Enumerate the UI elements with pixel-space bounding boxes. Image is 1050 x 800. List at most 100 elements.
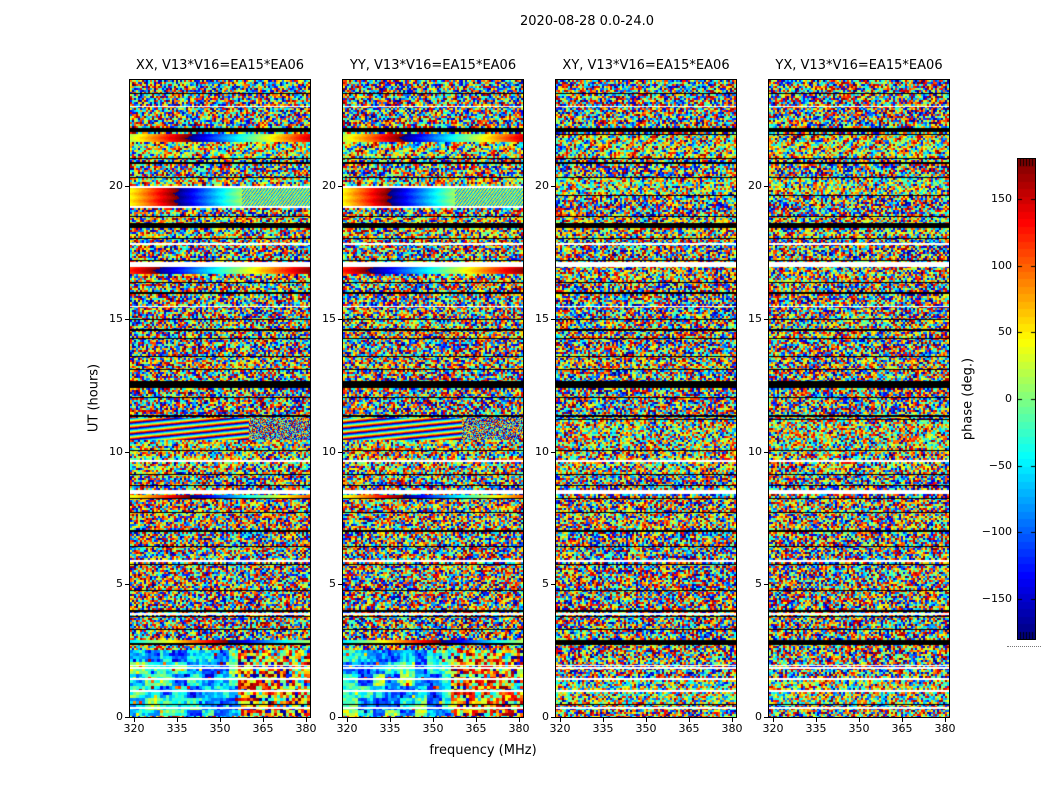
- colorbar-tick-label: 0: [1005, 392, 1012, 405]
- x-tick-mark: [902, 718, 903, 722]
- y-tick-mark: [764, 452, 768, 453]
- x-tick-label: 350: [422, 722, 444, 735]
- figure-suptitle: 2020-08-28 0.0-24.0: [520, 14, 654, 29]
- x-tick-mark: [433, 718, 434, 722]
- x-tick-mark: [306, 718, 307, 722]
- x-tick-label: 335: [592, 722, 614, 735]
- y-tick-label: 20: [535, 179, 549, 192]
- panel-title-xx: XX, V13*V16=EA15*EA06: [135, 58, 305, 73]
- x-tick-label: 320: [123, 722, 145, 735]
- y-tick-mark: [764, 186, 768, 187]
- y-tick-mark: [551, 584, 555, 585]
- y-tick-mark: [338, 186, 342, 187]
- y-tick-mark: [125, 717, 129, 718]
- y-tick-mark: [125, 584, 129, 585]
- colorbar-tick-label: −50: [988, 459, 1012, 472]
- x-tick-label: 320: [336, 722, 358, 735]
- y-tick-label: 15: [322, 312, 336, 325]
- y-tick-label: 15: [109, 312, 123, 325]
- y-tick-mark: [338, 452, 342, 453]
- y-tick-mark: [338, 717, 342, 718]
- y-tick-label: 15: [535, 312, 549, 325]
- y-tick-mark: [125, 452, 129, 453]
- x-tick-label: 350: [209, 722, 231, 735]
- y-tick-mark: [764, 584, 768, 585]
- y-tick-mark: [125, 186, 129, 187]
- y-tick-label: 10: [535, 445, 549, 458]
- y-tick-label: 10: [322, 445, 336, 458]
- x-tick-mark: [560, 718, 561, 722]
- y-tick-label: 10: [109, 445, 123, 458]
- colorbar-tick-label: 150: [991, 192, 1012, 205]
- y-tick-label: 5: [755, 577, 762, 590]
- y-axis-label: UT (hours): [86, 363, 102, 433]
- colorbar-tick-label: 50: [998, 325, 1012, 338]
- y-tick-label: 20: [322, 179, 336, 192]
- x-tick-mark: [519, 718, 520, 722]
- x-tick-mark: [732, 718, 733, 722]
- colorbar-extend-dotted-line: [1007, 646, 1041, 647]
- x-tick-mark: [945, 718, 946, 722]
- y-tick-mark: [764, 319, 768, 320]
- heatmap-panel-yy: [342, 79, 524, 718]
- x-tick-mark: [134, 718, 135, 722]
- x-tick-mark: [773, 718, 774, 722]
- y-tick-label: 5: [329, 577, 336, 590]
- y-tick-mark: [551, 319, 555, 320]
- x-axis-label: frequency (MHz): [429, 743, 537, 758]
- x-tick-label: 335: [805, 722, 827, 735]
- x-tick-label: 365: [678, 722, 700, 735]
- x-tick-label: 380: [721, 722, 743, 735]
- x-tick-label: 350: [848, 722, 870, 735]
- x-tick-mark: [263, 718, 264, 722]
- heatmap-panel-yx: [768, 79, 950, 718]
- x-tick-label: 365: [252, 722, 274, 735]
- x-tick-label: 365: [891, 722, 913, 735]
- y-tick-label: 5: [542, 577, 549, 590]
- y-tick-label: 15: [748, 312, 762, 325]
- x-tick-mark: [816, 718, 817, 722]
- x-tick-mark: [646, 718, 647, 722]
- y-tick-mark: [551, 186, 555, 187]
- panel-title-xy: XY, V13*V16=EA15*EA06: [562, 58, 730, 73]
- x-tick-label: 380: [295, 722, 317, 735]
- y-tick-label: 0: [542, 710, 549, 723]
- x-tick-label: 320: [549, 722, 571, 735]
- x-tick-mark: [603, 718, 604, 722]
- x-tick-mark: [347, 718, 348, 722]
- y-tick-mark: [764, 717, 768, 718]
- panel-title-yx: YX, V13*V16=EA15*EA06: [775, 58, 943, 73]
- y-tick-label: 0: [116, 710, 123, 723]
- panel-title-yy: YY, V13*V16=EA15*EA06: [349, 58, 517, 73]
- x-tick-label: 380: [508, 722, 530, 735]
- colorbar-tick-label: 100: [991, 259, 1012, 272]
- y-tick-label: 5: [116, 577, 123, 590]
- y-tick-label: 0: [329, 710, 336, 723]
- y-tick-label: 20: [748, 179, 762, 192]
- x-tick-label: 320: [762, 722, 784, 735]
- y-tick-mark: [551, 717, 555, 718]
- x-tick-mark: [476, 718, 477, 722]
- colorbar-tick-label: −150: [981, 592, 1012, 605]
- y-tick-mark: [551, 452, 555, 453]
- x-tick-label: 380: [934, 722, 956, 735]
- x-tick-label: 365: [465, 722, 487, 735]
- x-tick-mark: [220, 718, 221, 722]
- heatmap-panel-xy: [555, 79, 737, 718]
- colorbar: [1017, 158, 1036, 640]
- x-tick-mark: [859, 718, 860, 722]
- y-tick-label: 20: [109, 179, 123, 192]
- x-tick-mark: [177, 718, 178, 722]
- y-tick-mark: [338, 584, 342, 585]
- y-tick-mark: [125, 319, 129, 320]
- x-tick-mark: [689, 718, 690, 722]
- x-tick-label: 335: [166, 722, 188, 735]
- y-tick-mark: [338, 319, 342, 320]
- colorbar-tick-label: −100: [981, 525, 1012, 538]
- y-tick-label: 10: [748, 445, 762, 458]
- y-tick-label: 0: [755, 710, 762, 723]
- x-tick-mark: [390, 718, 391, 722]
- x-tick-label: 350: [635, 722, 657, 735]
- x-tick-label: 335: [379, 722, 401, 735]
